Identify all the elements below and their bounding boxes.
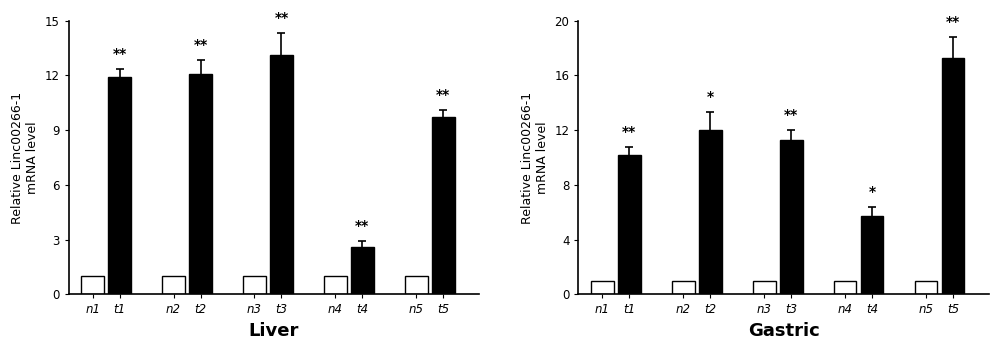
Bar: [189, 73, 212, 294]
Bar: [405, 276, 428, 294]
Bar: [780, 140, 803, 294]
Bar: [672, 280, 695, 294]
Text: **: **: [355, 219, 369, 233]
Bar: [324, 276, 347, 294]
Bar: [108, 77, 131, 294]
Y-axis label: Relative Linc00266-1
mRNA level: Relative Linc00266-1 mRNA level: [521, 91, 549, 224]
Bar: [753, 280, 776, 294]
Bar: [942, 58, 964, 294]
Bar: [432, 117, 455, 294]
Bar: [915, 280, 937, 294]
Bar: [618, 155, 641, 294]
Bar: [270, 55, 293, 294]
Text: **: **: [784, 108, 798, 122]
Bar: [699, 130, 722, 294]
Bar: [81, 276, 104, 294]
Bar: [861, 216, 883, 294]
Text: *: *: [707, 90, 714, 104]
Text: **: **: [274, 11, 289, 25]
Bar: [351, 247, 374, 294]
Bar: [243, 276, 266, 294]
Text: **: **: [113, 47, 127, 61]
Text: **: **: [946, 15, 960, 29]
Text: *: *: [868, 185, 876, 199]
X-axis label: Liver: Liver: [249, 322, 299, 340]
Text: **: **: [622, 125, 636, 139]
Y-axis label: Relative Linc00266-1
mRNA level: Relative Linc00266-1 mRNA level: [11, 91, 39, 224]
Bar: [591, 280, 614, 294]
Text: **: **: [436, 88, 450, 102]
Bar: [162, 276, 185, 294]
Bar: [834, 280, 856, 294]
Text: **: **: [193, 38, 208, 52]
X-axis label: Gastric: Gastric: [748, 322, 820, 340]
